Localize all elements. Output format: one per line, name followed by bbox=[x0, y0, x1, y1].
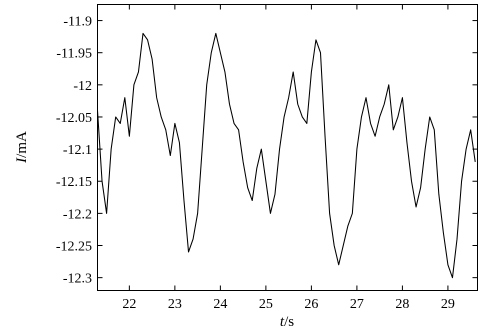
y-tick-label: -12.25 bbox=[56, 240, 92, 255]
y-axis-title: I/mA bbox=[14, 131, 30, 164]
x-axis-title: t/s bbox=[280, 314, 294, 329]
x-tick-label: 28 bbox=[395, 297, 409, 312]
plot-frame bbox=[97, 4, 478, 291]
x-tick-label: 26 bbox=[304, 297, 318, 312]
y-tick-label: -12.15 bbox=[56, 175, 92, 190]
y-tick-label: -11.95 bbox=[56, 47, 92, 62]
x-tick-label: 24 bbox=[213, 297, 227, 312]
y-axis: -11.9 -11.95 -12 -12.05 -12.1 -12.15 -12.2 -12.… bbox=[56, 15, 478, 287]
series-line bbox=[96, 32, 476, 279]
y-tick-label: -12.1 bbox=[63, 143, 92, 158]
x-tick-label: 23 bbox=[168, 297, 182, 312]
x-tick-label: 29 bbox=[441, 297, 455, 312]
x-tick-label: 22 bbox=[122, 297, 136, 312]
x-tick-label: 25 bbox=[259, 297, 273, 312]
x-axis: 22 23 24 25 26 27 28 29 bbox=[122, 4, 455, 312]
y-tick-label: -11.9 bbox=[63, 15, 92, 30]
y-tick-label: -12 bbox=[73, 79, 92, 94]
y-tick-label: -12.2 bbox=[63, 207, 92, 222]
x-tick-label: 27 bbox=[350, 297, 364, 312]
y-tick-label: -12.3 bbox=[63, 272, 92, 287]
y-tick-label: -12.05 bbox=[56, 111, 92, 126]
